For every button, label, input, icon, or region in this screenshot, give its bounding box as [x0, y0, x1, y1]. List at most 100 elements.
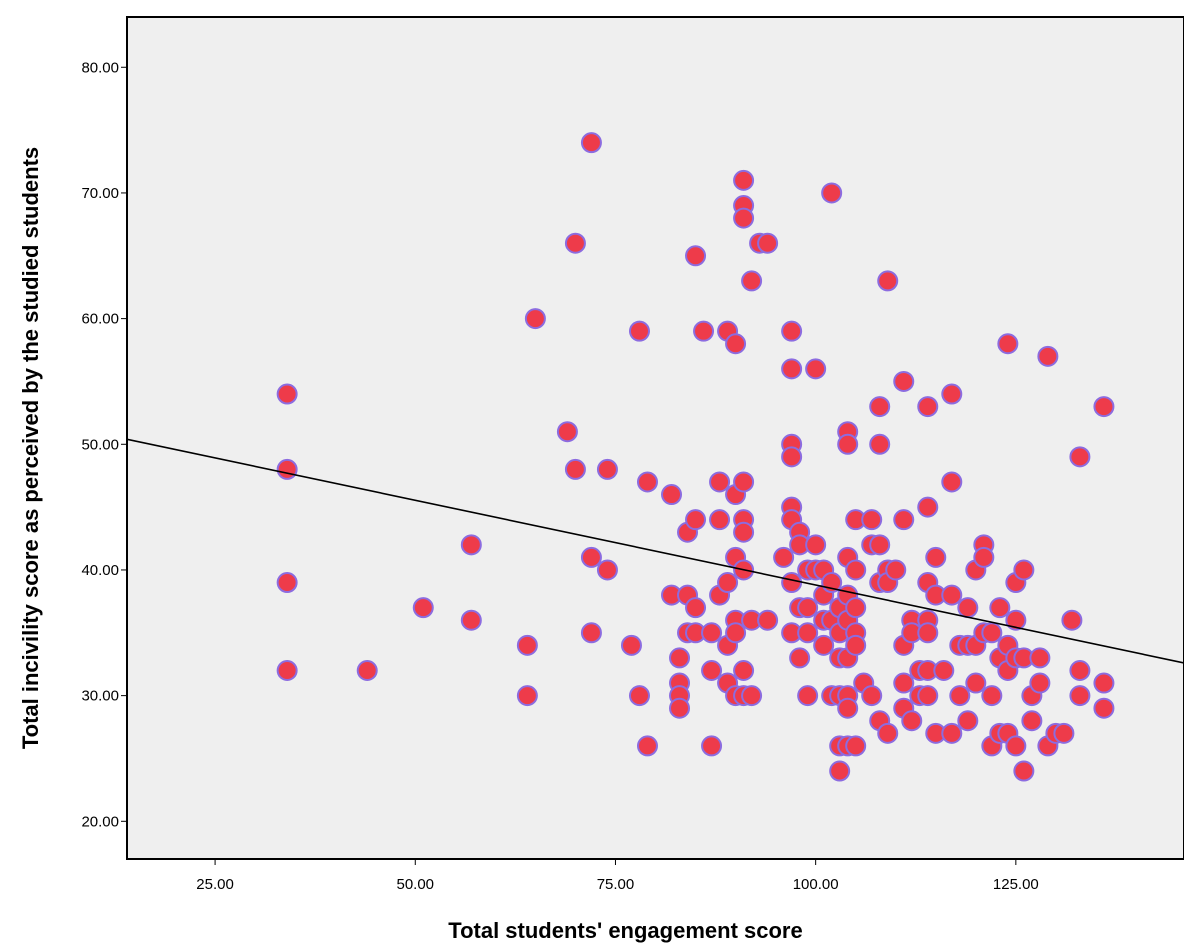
y-axis-title: Total incivility score as perceived by t…: [18, 147, 43, 749]
data-point: [949, 685, 971, 707]
data-point: [276, 383, 298, 405]
data-point: [973, 546, 995, 568]
data-point: [580, 622, 602, 644]
data-point: [941, 383, 963, 405]
x-axis-title: Total students' engagement score: [448, 918, 802, 943]
data-point: [797, 597, 819, 619]
data-point: [941, 722, 963, 744]
data-point: [516, 685, 538, 707]
data-point: [773, 546, 795, 568]
data-point: [789, 647, 811, 669]
x-tick-label: 100.00: [793, 876, 839, 893]
data-point: [1069, 685, 1091, 707]
data-point: [356, 659, 378, 681]
data-point: [869, 534, 891, 556]
y-tick-label: 40.00: [81, 562, 119, 579]
data-point: [636, 471, 658, 493]
y-tick-label: 70.00: [81, 185, 119, 202]
data-point: [869, 433, 891, 455]
data-point: [781, 572, 803, 594]
data-point: [741, 270, 763, 292]
points-layer: [276, 132, 1115, 782]
data-point: [893, 672, 915, 694]
data-point: [877, 270, 899, 292]
data-point: [596, 559, 618, 581]
data-point: [861, 509, 883, 531]
data-point: [709, 471, 731, 493]
data-point: [1093, 697, 1115, 719]
data-point: [725, 333, 747, 355]
data-point: [733, 169, 755, 191]
data-point: [733, 471, 755, 493]
data-point: [781, 358, 803, 380]
data-point: [805, 358, 827, 380]
data-point: [837, 697, 859, 719]
data-point: [701, 659, 723, 681]
data-point: [460, 534, 482, 556]
data-point: [524, 308, 546, 330]
data-point: [1037, 345, 1059, 367]
data-point: [917, 396, 939, 418]
data-point: [669, 697, 691, 719]
data-point: [460, 609, 482, 631]
data-point: [869, 396, 891, 418]
data-point: [981, 622, 1003, 644]
data-point: [693, 320, 715, 342]
data-point: [685, 245, 707, 267]
data-point: [901, 710, 923, 732]
data-point: [701, 735, 723, 757]
data-point: [861, 685, 883, 707]
data-point: [733, 207, 755, 229]
data-point: [1005, 735, 1027, 757]
data-point: [1005, 609, 1027, 631]
data-point: [412, 597, 434, 619]
x-tick-label: 50.00: [396, 876, 434, 893]
data-point: [917, 622, 939, 644]
data-point: [757, 609, 779, 631]
data-point: [989, 597, 1011, 619]
data-point: [997, 333, 1019, 355]
data-point: [1053, 722, 1075, 744]
data-point: [1013, 559, 1035, 581]
data-point: [837, 433, 859, 455]
data-point: [661, 484, 683, 506]
data-point: [669, 647, 691, 669]
y-tick-label: 50.00: [81, 436, 119, 453]
data-point: [981, 685, 1003, 707]
data-point: [717, 572, 739, 594]
data-point: [941, 584, 963, 606]
y-tick-label: 20.00: [81, 813, 119, 830]
data-point: [276, 572, 298, 594]
data-point: [701, 622, 723, 644]
data-point: [516, 634, 538, 656]
data-point: [1093, 396, 1115, 418]
data-point: [733, 521, 755, 543]
y-tick-label: 80.00: [81, 59, 119, 76]
data-point: [829, 760, 851, 782]
data-point: [1029, 647, 1051, 669]
data-point: [805, 534, 827, 556]
y-tick-label: 60.00: [81, 311, 119, 328]
data-point: [725, 622, 747, 644]
data-point: [781, 320, 803, 342]
data-point: [893, 370, 915, 392]
x-tick-label: 125.00: [993, 876, 1039, 893]
data-point: [957, 710, 979, 732]
data-point: [709, 509, 731, 531]
data-point: [933, 659, 955, 681]
fit-line-layer: [126, 438, 1184, 664]
data-point: [580, 132, 602, 154]
data-point: [917, 685, 939, 707]
data-point: [636, 735, 658, 757]
data-point: [845, 559, 867, 581]
data-point: [845, 735, 867, 757]
data-point: [757, 232, 779, 254]
data-point: [781, 446, 803, 468]
data-point: [741, 685, 763, 707]
data-point: [1021, 710, 1043, 732]
data-point: [1093, 672, 1115, 694]
data-point: [556, 421, 578, 443]
data-point: [685, 597, 707, 619]
data-point: [845, 634, 867, 656]
